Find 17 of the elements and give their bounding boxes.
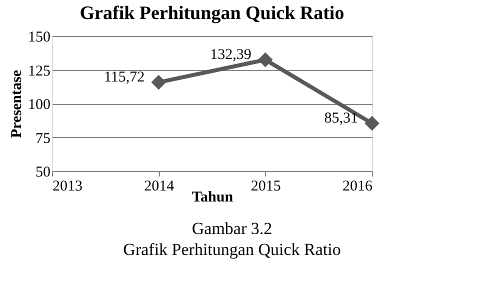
- data-label: 115,72: [104, 69, 145, 86]
- x-tick-label: 2016: [342, 178, 373, 194]
- y-tick-label: 50: [36, 164, 50, 180]
- x-tick-label: 2015: [250, 178, 281, 194]
- text: Gambar 3.2: [192, 219, 272, 238]
- y-tick-label: 100: [28, 97, 50, 113]
- y-tick-label: 75: [36, 130, 50, 147]
- y-axis-title: Presentase: [9, 70, 25, 138]
- chart-title: Grafik Perhitungan Quick Ratio: [80, 3, 344, 24]
- x-axis-title: Tahun: [192, 190, 234, 206]
- data-label: 85,31: [324, 110, 358, 126]
- text: Grafik Perhitungan Quick Ratio: [123, 240, 341, 259]
- data-label: 132,39: [210, 46, 252, 63]
- x-tick-label: 2013: [52, 178, 82, 194]
- x-tick-label: 2014: [144, 178, 175, 194]
- y-tick-label: 125: [28, 63, 50, 80]
- y-tick-label: 150: [28, 30, 50, 46]
